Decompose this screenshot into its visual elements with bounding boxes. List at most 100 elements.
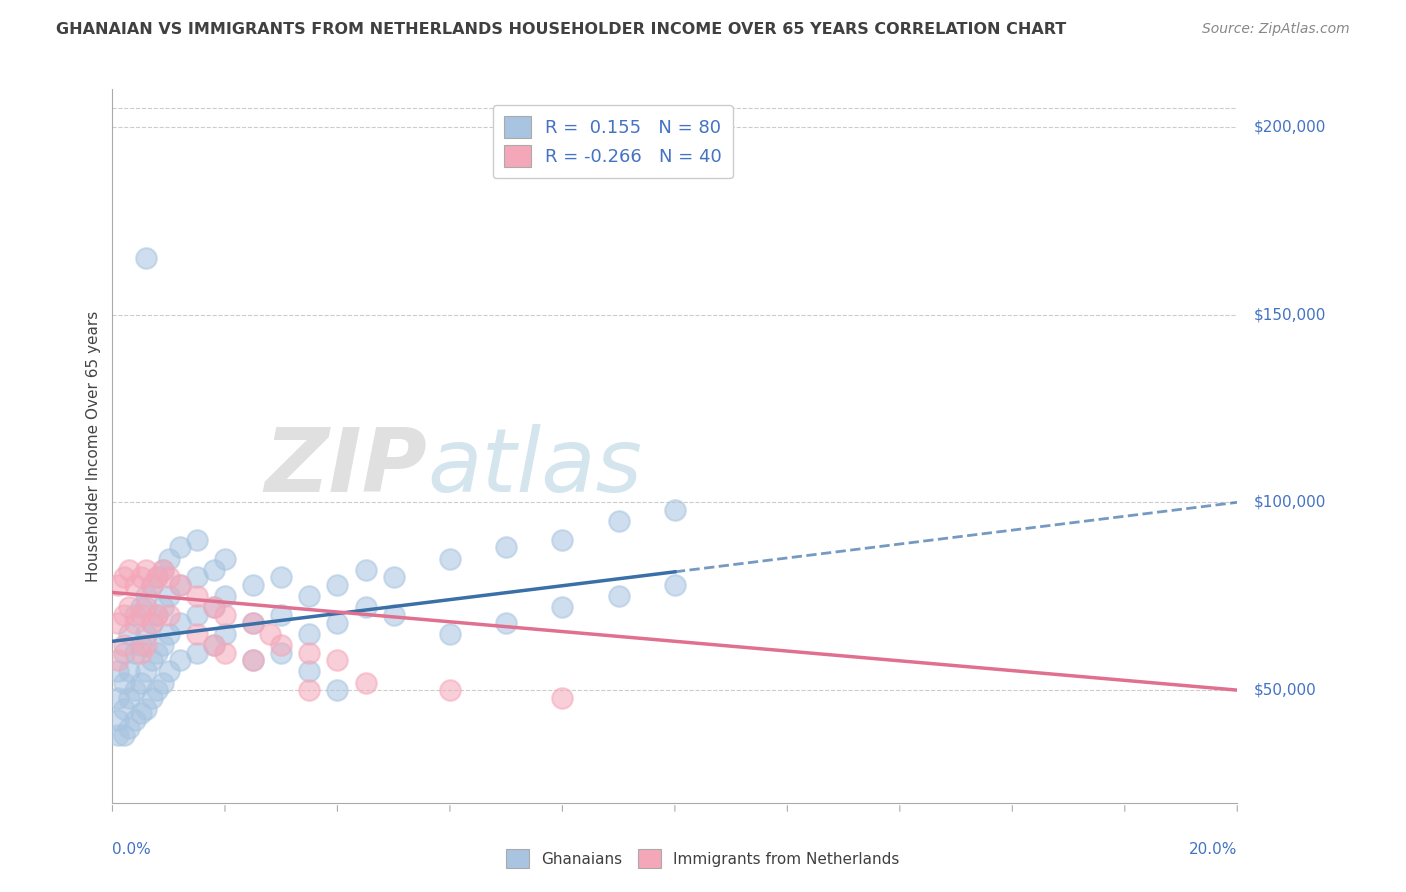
Point — [135, 638, 157, 652]
Point — [118, 563, 141, 577]
Point — [129, 570, 152, 584]
Point — [157, 551, 180, 566]
Point — [129, 706, 152, 720]
Point — [157, 589, 180, 603]
Point — [551, 690, 574, 705]
Point — [146, 570, 169, 584]
Point — [146, 646, 169, 660]
Point — [135, 600, 157, 615]
Point — [214, 551, 236, 566]
Point — [124, 713, 146, 727]
Point — [298, 646, 321, 660]
Point — [107, 615, 129, 630]
Point — [141, 653, 163, 667]
Point — [124, 615, 146, 630]
Point — [214, 589, 236, 603]
Point — [135, 589, 157, 603]
Point — [112, 728, 135, 742]
Point — [214, 607, 236, 622]
Point — [141, 578, 163, 592]
Point — [186, 627, 208, 641]
Point — [107, 713, 129, 727]
Y-axis label: Householder Income Over 65 years: Householder Income Over 65 years — [86, 310, 101, 582]
Point — [270, 607, 292, 622]
Text: $50,000: $50,000 — [1254, 682, 1316, 698]
Point — [326, 653, 349, 667]
Point — [169, 615, 191, 630]
Point — [169, 653, 191, 667]
Point — [664, 503, 686, 517]
Point — [118, 600, 141, 615]
Point — [298, 665, 321, 679]
Point — [495, 541, 517, 555]
Point — [135, 665, 157, 679]
Point — [186, 570, 208, 584]
Point — [157, 627, 180, 641]
Point — [169, 578, 191, 592]
Point — [439, 551, 461, 566]
Point — [129, 607, 152, 622]
Point — [382, 570, 405, 584]
Point — [135, 563, 157, 577]
Point — [112, 702, 135, 716]
Point — [124, 683, 146, 698]
Point — [607, 514, 630, 528]
Point — [242, 653, 264, 667]
Point — [551, 533, 574, 547]
Point — [157, 570, 180, 584]
Point — [242, 578, 264, 592]
Point — [152, 563, 174, 577]
Point — [118, 627, 141, 641]
Point — [107, 728, 129, 742]
Point — [129, 646, 152, 660]
Point — [202, 600, 225, 615]
Point — [186, 607, 208, 622]
Point — [202, 638, 225, 652]
Point — [146, 607, 169, 622]
Point — [298, 683, 321, 698]
Point — [112, 675, 135, 690]
Point — [157, 665, 180, 679]
Point — [169, 578, 191, 592]
Point — [202, 638, 225, 652]
Point — [152, 638, 174, 652]
Point — [242, 653, 264, 667]
Point — [124, 646, 146, 660]
Point — [298, 589, 321, 603]
Point — [607, 589, 630, 603]
Point — [146, 570, 169, 584]
Point — [112, 607, 135, 622]
Point — [186, 646, 208, 660]
Point — [107, 653, 129, 667]
Point — [107, 690, 129, 705]
Text: $150,000: $150,000 — [1254, 307, 1326, 322]
Point — [152, 600, 174, 615]
Point — [124, 607, 146, 622]
Point — [118, 721, 141, 735]
Point — [112, 638, 135, 652]
Legend: R =  0.155   N = 80, R = -0.266   N = 40: R = 0.155 N = 80, R = -0.266 N = 40 — [492, 105, 733, 178]
Point — [152, 563, 174, 577]
Point — [186, 589, 208, 603]
Point — [270, 646, 292, 660]
Point — [124, 578, 146, 592]
Point — [107, 665, 129, 679]
Point — [118, 665, 141, 679]
Point — [298, 627, 321, 641]
Legend: Ghanaians, Immigrants from Netherlands: Ghanaians, Immigrants from Netherlands — [499, 841, 907, 875]
Text: $200,000: $200,000 — [1254, 120, 1326, 135]
Point — [354, 675, 377, 690]
Point — [112, 646, 135, 660]
Point — [326, 615, 349, 630]
Point — [129, 675, 152, 690]
Point — [202, 600, 225, 615]
Point — [242, 615, 264, 630]
Point — [551, 600, 574, 615]
Point — [354, 563, 377, 577]
Text: GHANAIAN VS IMMIGRANTS FROM NETHERLANDS HOUSEHOLDER INCOME OVER 65 YEARS CORRELA: GHANAIAN VS IMMIGRANTS FROM NETHERLANDS … — [56, 22, 1067, 37]
Text: atlas: atlas — [427, 425, 643, 510]
Point — [107, 578, 129, 592]
Point — [270, 570, 292, 584]
Point — [135, 702, 157, 716]
Point — [135, 627, 157, 641]
